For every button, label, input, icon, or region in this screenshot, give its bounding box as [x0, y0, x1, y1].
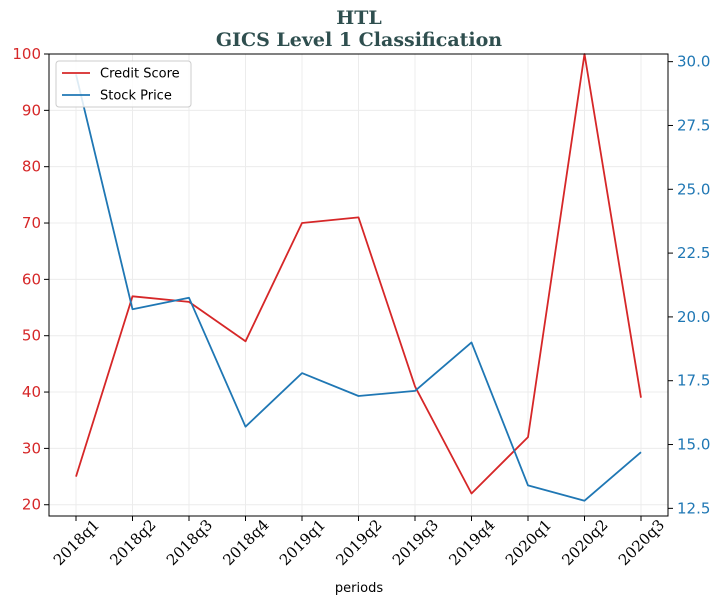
series-layer: [75, 53, 642, 502]
x-tick-label: 2020q3: [615, 516, 668, 569]
right-tick-label: 15.0: [677, 436, 710, 454]
right-tick-label: 22.5: [677, 244, 710, 262]
series-line-1: [75, 74, 642, 502]
chart-subtitle: GICS Level 1 Classification: [216, 29, 502, 51]
x-tick-label: 2019q1: [276, 516, 329, 569]
series-line-0: [75, 53, 642, 495]
x-tick-label: 2018q1: [50, 516, 103, 569]
left-tick-label: 30: [22, 439, 41, 457]
left-tick-label: 60: [22, 270, 41, 288]
legend-label: Stock Price: [100, 89, 172, 104]
x-axis-label: periods: [335, 581, 383, 596]
left-tick-label: 20: [22, 496, 41, 514]
x-tick-label: 2019q4: [445, 516, 498, 569]
left-tick-label: 50: [22, 327, 41, 345]
x-tick-label: 2020q2: [558, 516, 611, 569]
left-axis: 20 30 40 50 60 70 80 90 100: [12, 45, 49, 514]
left-tick-label: 70: [22, 214, 41, 232]
x-tick-label: 2020q1: [502, 516, 555, 569]
x-tick-label: 2019q2: [332, 516, 385, 569]
grid: [49, 53, 668, 516]
right-tick-label: 30.0: [677, 53, 710, 71]
right-axis: 12.5 15.0 17.5 20.0 22.5 25.0 27.5 30.0: [668, 53, 710, 517]
right-tick-label: 25.0: [677, 180, 710, 198]
left-tick-label: 90: [22, 101, 41, 119]
left-tick-label: 40: [22, 383, 41, 401]
right-tick-label: 27.5: [677, 116, 710, 134]
x-tick-label: 2019q3: [389, 516, 442, 569]
x-tick-label: 2018q3: [163, 516, 216, 569]
left-tick-label: 80: [22, 158, 41, 176]
right-tick-label: 12.5: [677, 499, 710, 517]
chart-title: HTL: [336, 7, 381, 29]
right-tick-label: 20.0: [677, 308, 710, 326]
legend-label: Credit Score: [100, 67, 180, 82]
right-tick-label: 17.5: [677, 372, 710, 390]
x-tick-label: 2018q4: [219, 516, 272, 569]
x-tick-label: 2018q2: [106, 516, 159, 569]
legend: Credit Score Stock Price: [55, 60, 192, 108]
x-axis: 2018q1 2018q2 2018q3 2018q4 2019q1 2019q2 2019…: [50, 516, 668, 569]
left-tick-label: 100: [12, 45, 41, 63]
